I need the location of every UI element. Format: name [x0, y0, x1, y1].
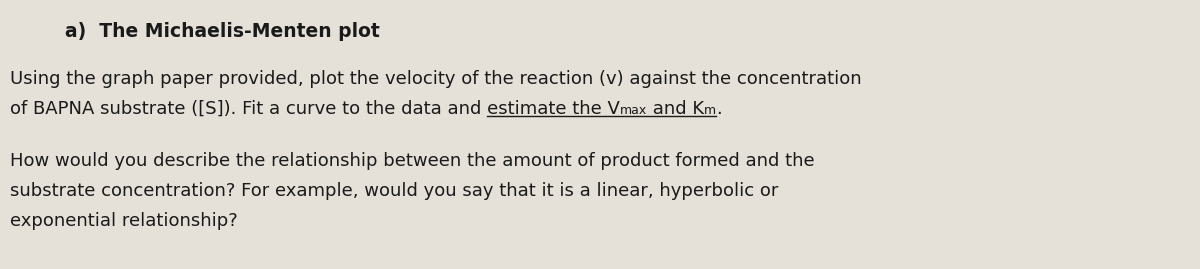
Text: a)  The Michaelis-Menten plot: a) The Michaelis-Menten plot	[65, 22, 379, 41]
Text: max: max	[620, 104, 647, 117]
Text: and K: and K	[647, 100, 704, 118]
Text: substrate concentration? For example, would you say that it is a linear, hyperbo: substrate concentration? For example, wo…	[10, 182, 779, 200]
Text: exponential relationship?: exponential relationship?	[10, 212, 238, 230]
Text: of BAPNA substrate ([S]). Fit a curve to the data and estimate the V: of BAPNA substrate ([S]). Fit a curve to…	[10, 100, 620, 118]
Text: .: .	[716, 100, 722, 118]
Text: How would you describe the relationship between the amount of product formed and: How would you describe the relationship …	[10, 152, 815, 170]
Text: Using the graph paper provided, plot the velocity of the reaction (v) against th: Using the graph paper provided, plot the…	[10, 70, 862, 88]
Text: m: m	[704, 104, 716, 117]
